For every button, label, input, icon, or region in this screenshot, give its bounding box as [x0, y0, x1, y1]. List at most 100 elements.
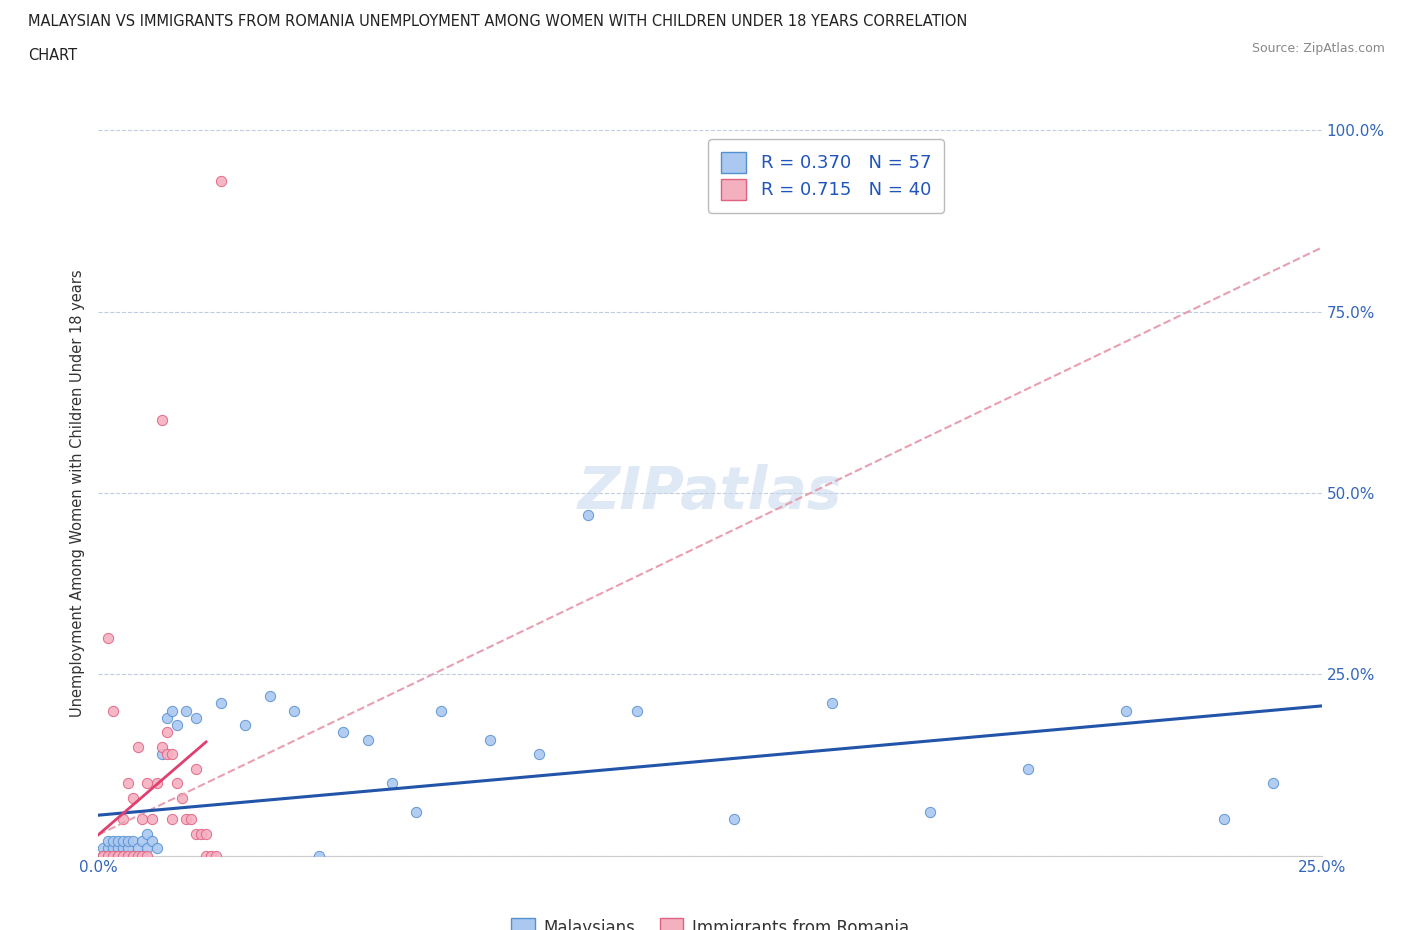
- Point: [332, 724, 354, 739]
- Point: [146, 776, 169, 790]
- Point: [141, 833, 163, 848]
- Point: [97, 841, 120, 856]
- Point: [97, 848, 120, 863]
- Point: [127, 841, 149, 856]
- Point: [209, 174, 232, 189]
- Point: [1261, 776, 1284, 790]
- Point: [107, 848, 129, 863]
- Point: [156, 724, 179, 739]
- Point: [160, 703, 183, 718]
- Point: [111, 848, 134, 863]
- Point: [101, 833, 124, 848]
- Point: [821, 696, 844, 711]
- Point: [576, 507, 599, 522]
- Point: [150, 747, 173, 762]
- Point: [527, 747, 550, 762]
- Point: [121, 833, 143, 848]
- Point: [97, 848, 120, 863]
- Point: [1212, 812, 1234, 827]
- Y-axis label: Unemployment Among Women with Children Under 18 years: Unemployment Among Women with Children U…: [70, 269, 86, 717]
- Point: [1115, 703, 1137, 718]
- Point: [131, 812, 153, 827]
- Point: [101, 703, 124, 718]
- Point: [91, 848, 114, 863]
- Point: [176, 812, 198, 827]
- Point: [121, 848, 143, 863]
- Text: CHART: CHART: [28, 48, 77, 63]
- Point: [150, 413, 173, 428]
- Point: [97, 848, 120, 863]
- Point: [91, 841, 114, 856]
- Legend: Malaysians, Immigrants from Romania: Malaysians, Immigrants from Romania: [505, 911, 915, 930]
- Point: [131, 833, 153, 848]
- Point: [107, 848, 129, 863]
- Point: [136, 827, 159, 842]
- Point: [186, 827, 208, 842]
- Point: [131, 848, 153, 863]
- Point: [97, 631, 120, 645]
- Point: [136, 841, 159, 856]
- Point: [111, 833, 134, 848]
- Point: [136, 848, 159, 863]
- Point: [91, 848, 114, 863]
- Point: [107, 833, 129, 848]
- Point: [920, 804, 942, 819]
- Point: [101, 848, 124, 863]
- Point: [259, 688, 281, 703]
- Point: [283, 703, 305, 718]
- Point: [356, 732, 378, 747]
- Point: [166, 776, 188, 790]
- Point: [97, 833, 120, 848]
- Point: [91, 848, 114, 863]
- Point: [127, 739, 149, 754]
- Point: [117, 848, 139, 863]
- Point: [101, 848, 124, 863]
- Text: Source: ZipAtlas.com: Source: ZipAtlas.com: [1251, 42, 1385, 55]
- Point: [117, 776, 139, 790]
- Point: [101, 848, 124, 863]
- Point: [723, 812, 745, 827]
- Point: [107, 841, 129, 856]
- Point: [205, 848, 228, 863]
- Point: [170, 790, 193, 805]
- Point: [166, 718, 188, 733]
- Point: [117, 833, 139, 848]
- Point: [111, 841, 134, 856]
- Point: [190, 827, 212, 842]
- Point: [127, 848, 149, 863]
- Point: [180, 812, 202, 827]
- Point: [146, 841, 169, 856]
- Point: [308, 848, 330, 863]
- Point: [117, 841, 139, 856]
- Point: [186, 711, 208, 725]
- Point: [101, 841, 124, 856]
- Point: [176, 703, 198, 718]
- Point: [195, 848, 218, 863]
- Point: [381, 776, 404, 790]
- Point: [156, 711, 179, 725]
- Point: [111, 812, 134, 827]
- Point: [131, 848, 153, 863]
- Point: [1017, 761, 1039, 776]
- Point: [233, 718, 256, 733]
- Point: [626, 703, 648, 718]
- Text: ZIPatlas: ZIPatlas: [578, 464, 842, 522]
- Point: [195, 827, 218, 842]
- Point: [186, 761, 208, 776]
- Point: [160, 812, 183, 827]
- Point: [121, 790, 143, 805]
- Point: [121, 848, 143, 863]
- Point: [209, 696, 232, 711]
- Point: [117, 848, 139, 863]
- Point: [478, 732, 501, 747]
- Point: [127, 848, 149, 863]
- Point: [150, 739, 173, 754]
- Point: [136, 776, 159, 790]
- Point: [141, 812, 163, 827]
- Point: [156, 747, 179, 762]
- Text: MALAYSIAN VS IMMIGRANTS FROM ROMANIA UNEMPLOYMENT AMONG WOMEN WITH CHILDREN UNDE: MALAYSIAN VS IMMIGRANTS FROM ROMANIA UNE…: [28, 14, 967, 29]
- Point: [405, 804, 427, 819]
- Point: [107, 848, 129, 863]
- Point: [200, 848, 222, 863]
- Point: [160, 747, 183, 762]
